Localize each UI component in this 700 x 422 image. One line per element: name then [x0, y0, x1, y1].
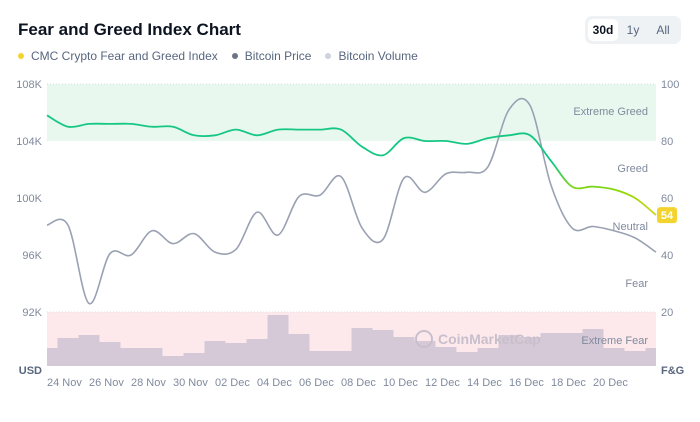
zone-label: Neutral [613, 221, 648, 233]
zone-label: Greed [617, 163, 648, 175]
volume-bar [414, 341, 436, 366]
zone-label: Fear [625, 278, 648, 290]
volume-bar [498, 335, 520, 366]
volume-bar [435, 347, 457, 366]
volume-bar [204, 341, 226, 366]
coinmarketcap-logo-icon [415, 330, 433, 348]
last-value-badge [657, 207, 677, 224]
x-axis-tick: 18 Dec [551, 377, 586, 389]
legend-bitcoin-price[interactable]: Bitcoin Price [231, 49, 312, 63]
volume-bar [519, 337, 541, 366]
x-axis-tick: 12 Dec [425, 377, 460, 389]
bitcoin-price-line [46, 97, 657, 305]
volume-bar [477, 348, 499, 366]
x-axis-tick: 10 Dec [383, 377, 418, 389]
volume-bar [57, 338, 79, 366]
volume-bar [309, 351, 331, 366]
legend-dot-icon [325, 53, 332, 59]
left-axis-tick: 96K [22, 250, 42, 262]
left-axis-label: USD [19, 365, 42, 377]
volume-bar [603, 348, 625, 366]
volume-bar [645, 348, 656, 366]
legend-label: Bitcoin Price [244, 49, 312, 63]
volume-bar [225, 343, 247, 366]
zone-label: Extreme Fear [581, 335, 648, 347]
x-axis-tick: 06 Dec [299, 377, 334, 389]
left-axis-tick: 104K [16, 136, 42, 148]
legend-label: CMC Crypto Fear and Greed Index [31, 49, 218, 63]
legend-label: Bitcoin Volume [338, 49, 418, 63]
volume-bar [582, 329, 604, 366]
volume-bar [78, 335, 100, 366]
legend-dot-icon [18, 53, 24, 59]
x-axis-tick: 30 Nov [173, 377, 208, 389]
right-axis-tick: 80 [661, 136, 673, 148]
tab-all[interactable]: All [656, 23, 670, 37]
watermark: CoinMarketCap [438, 331, 541, 347]
left-axis-tick: 92K [22, 307, 42, 319]
volume-bar [624, 351, 646, 366]
x-axis-tick: 26 Nov [89, 377, 124, 389]
legend: CMC Crypto Fear and Greed Index Bitcoin … [18, 49, 418, 63]
right-axis-tick: 100 [661, 79, 679, 91]
legend-dot-icon [231, 53, 238, 59]
volume-bar [120, 348, 142, 366]
x-axis-tick: 20 Dec [593, 377, 628, 389]
right-axis-tick: 20 [661, 307, 673, 319]
volume-bar [141, 348, 163, 366]
right-axis-tick: 60 [661, 193, 673, 205]
page-title: Fear and Greed Index Chart [18, 20, 241, 39]
x-axis-tick: 16 Dec [509, 377, 544, 389]
volume-bar [561, 333, 583, 366]
right-axis-tick: 40 [661, 250, 673, 262]
x-axis-tick: 28 Nov [131, 377, 166, 389]
legend-bitcoin-volume[interactable]: Bitcoin Volume [325, 49, 418, 63]
volume-bar [456, 352, 478, 366]
volume-bar [288, 334, 310, 366]
volume-bar [183, 353, 205, 366]
volume-bar [351, 328, 373, 366]
volume-bar [372, 330, 394, 366]
volume-bar [330, 351, 352, 366]
zone-label: Extreme Greed [573, 106, 648, 118]
x-axis-tick: 04 Dec [257, 377, 292, 389]
left-axis-tick: 100K [16, 193, 42, 205]
volume-bar [540, 333, 562, 366]
x-axis-tick: 24 Nov [47, 377, 82, 389]
x-axis-tick: 14 Dec [467, 377, 502, 389]
volume-bar [47, 348, 58, 366]
tab-1y[interactable]: 1y [626, 23, 640, 37]
volume-bar [393, 337, 415, 366]
volume-bar [246, 339, 268, 366]
x-axis-tick: 02 Dec [215, 377, 250, 389]
volume-bar [162, 356, 184, 366]
last-value-label: 54 [661, 210, 674, 222]
fear-greed-line [46, 114, 657, 216]
greed-zone [47, 84, 656, 141]
volume-bar [267, 315, 289, 366]
range-tabs: 30d 1y All [585, 16, 681, 44]
left-axis-tick: 108K [16, 79, 42, 91]
legend-fear-greed[interactable]: CMC Crypto Fear and Greed Index [18, 49, 218, 63]
tab-30d[interactable]: 30d [588, 19, 618, 41]
right-axis-label: F&G [661, 365, 684, 377]
x-axis-tick: 08 Dec [341, 377, 376, 389]
volume-bar [99, 342, 121, 366]
